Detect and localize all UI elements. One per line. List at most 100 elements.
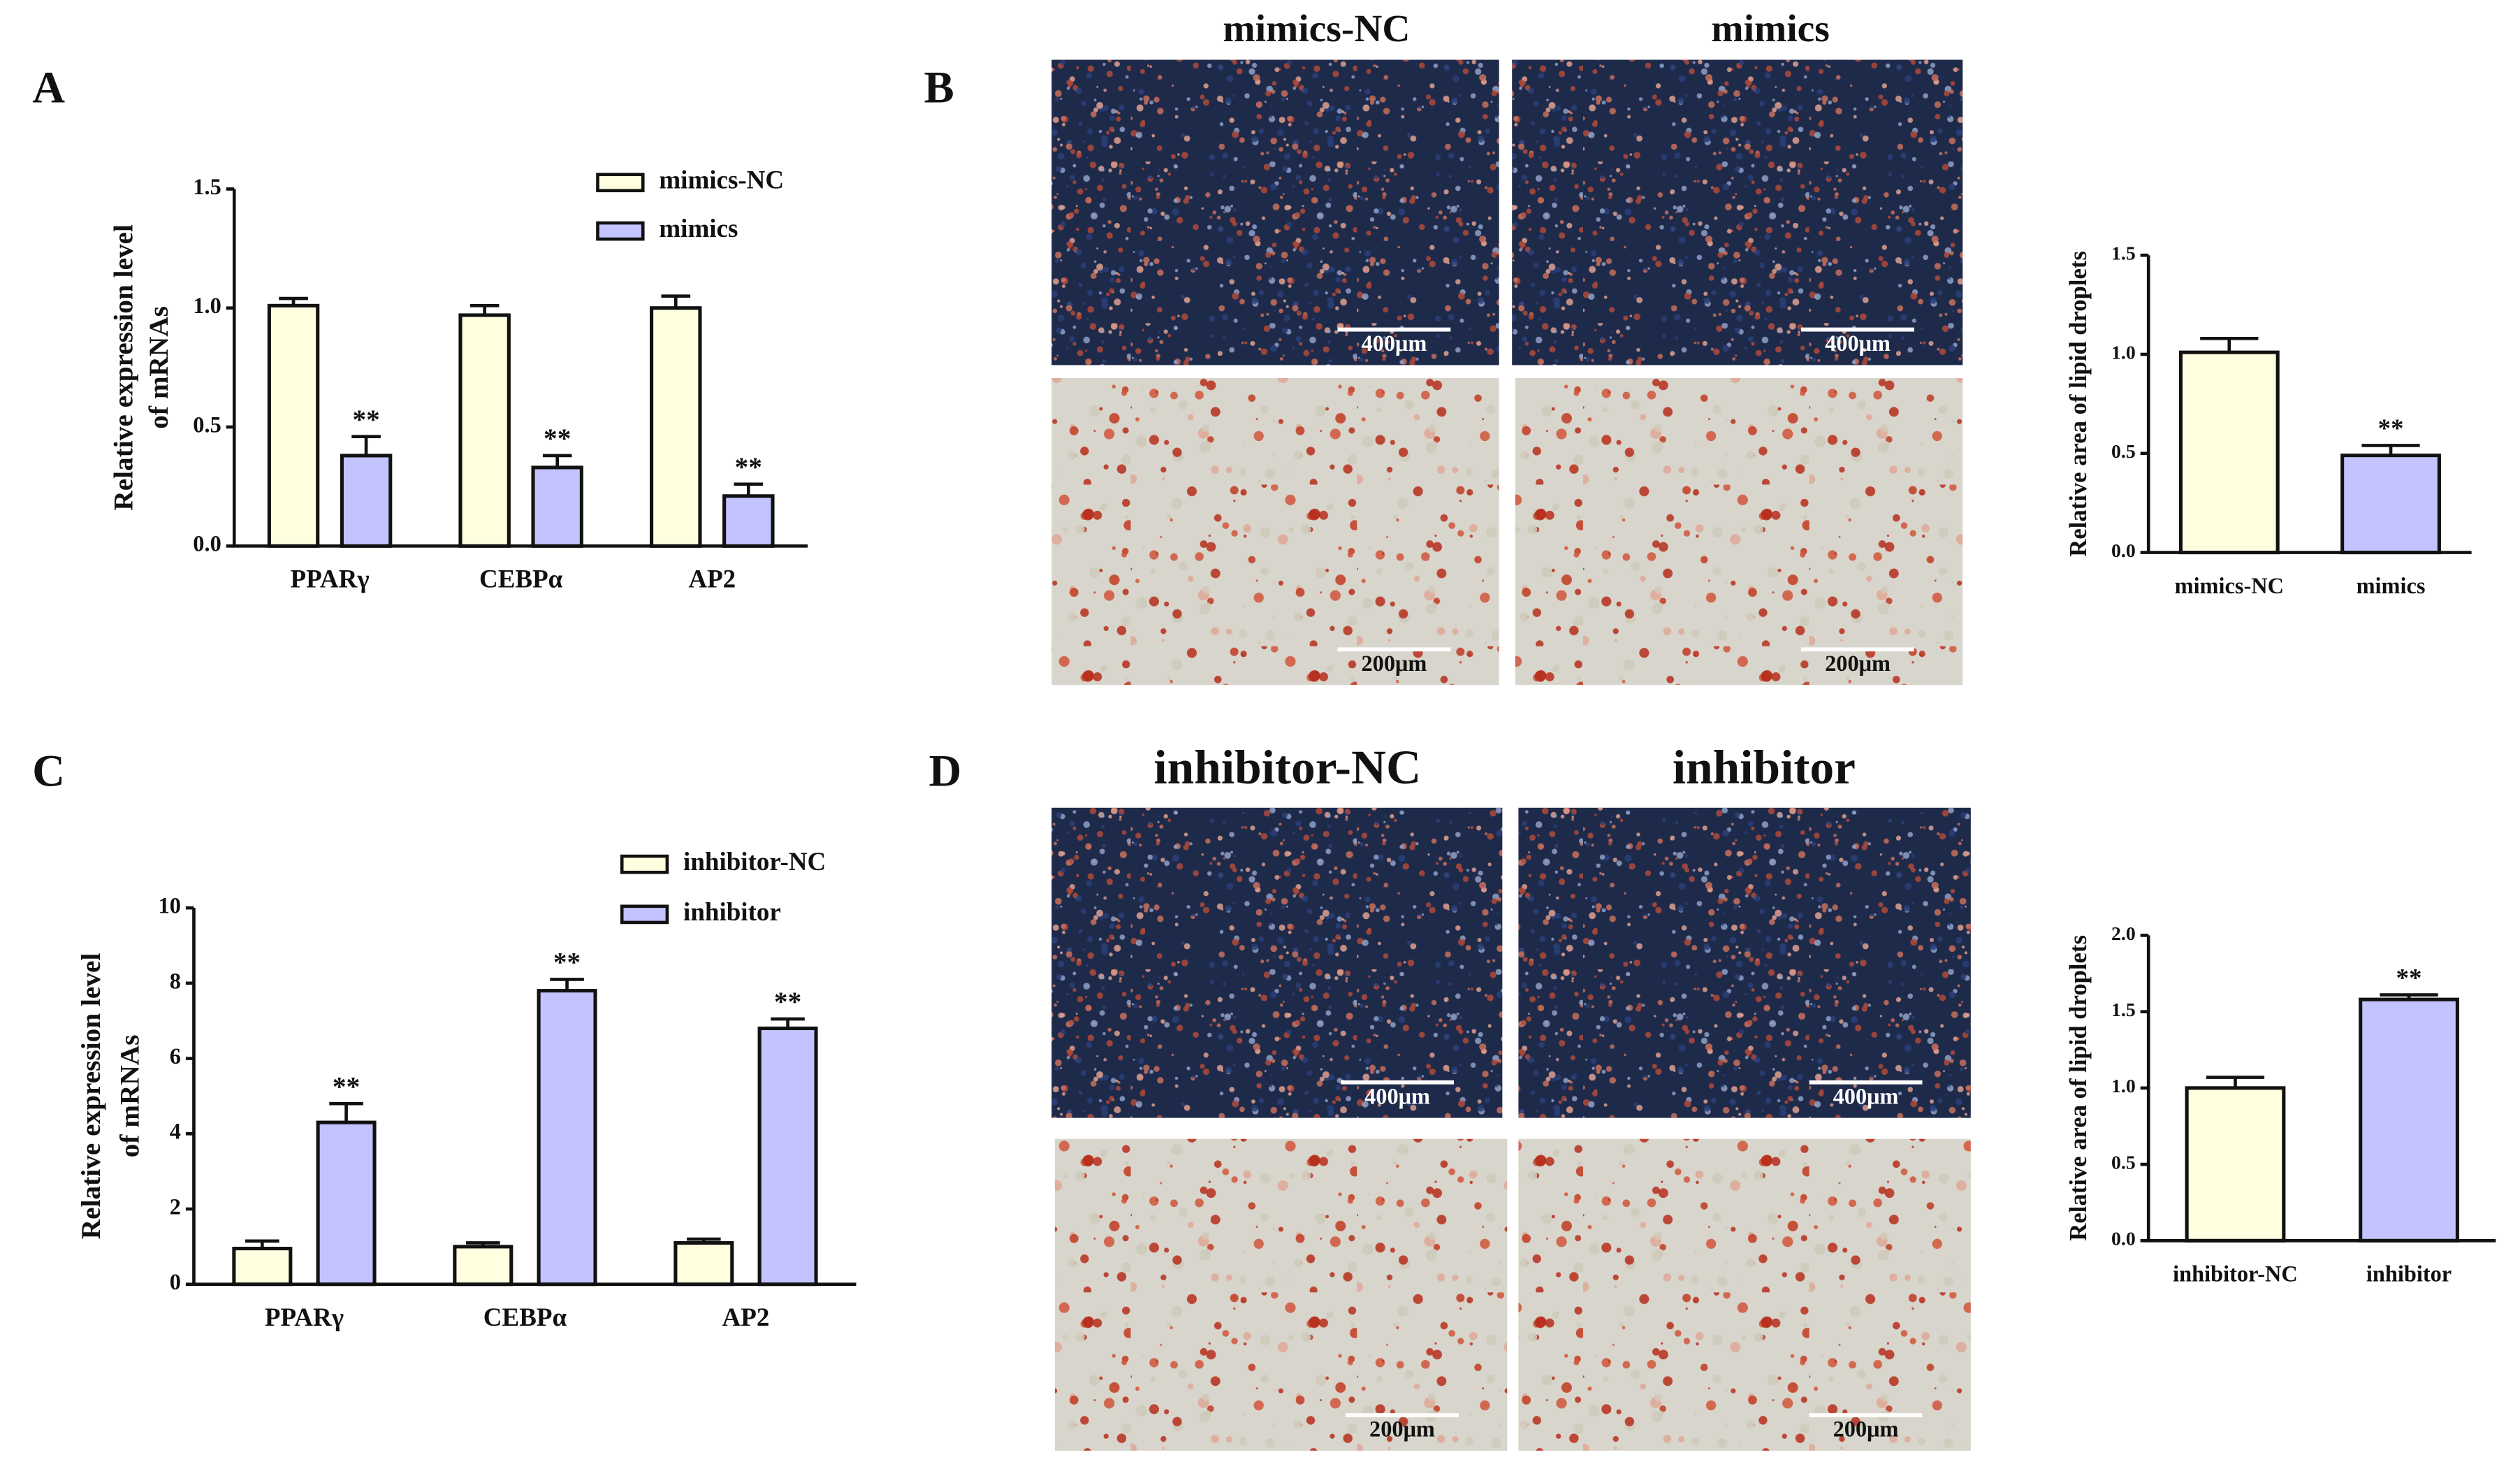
y-tick-label: 0.0	[193, 531, 221, 556]
panel-letter: A	[32, 63, 65, 113]
legend-swatch	[596, 173, 645, 193]
y-tick-label: 0.0	[2111, 1229, 2136, 1250]
bar	[2178, 350, 2280, 555]
bar	[531, 465, 583, 548]
y-tick-label: 1.5	[2111, 999, 2136, 1021]
error-bar	[550, 978, 584, 991]
x-tick-label: AP2	[722, 1303, 770, 1332]
bar	[673, 1240, 734, 1287]
error-bar	[2200, 337, 2259, 353]
x-tick-label: CEBPα	[479, 565, 563, 594]
scale-label: 400μm	[1364, 1083, 1430, 1108]
micrograph-title: inhibitor	[1673, 741, 1856, 795]
significance: **	[2378, 414, 2404, 443]
y-axis-label: Relative area of lipid droplets	[2065, 935, 2092, 1241]
micrograph-title: mimics	[1711, 8, 1829, 50]
y-tick-label: 0.0	[2111, 540, 2136, 562]
micrograph	[1512, 59, 1963, 366]
y-tick-label: 10	[159, 893, 181, 918]
bar	[232, 1247, 293, 1287]
legend-label: mimics-NC	[659, 166, 784, 195]
micrograph	[1515, 377, 1963, 686]
legend-swatch	[620, 854, 669, 874]
error-bar	[279, 296, 308, 306]
micrograph	[1051, 807, 1503, 1118]
significance: **	[333, 1071, 360, 1101]
y-tick-label: 2.0	[2111, 923, 2136, 945]
bar	[453, 1245, 514, 1287]
error-bar	[351, 435, 381, 456]
x-tick-label: PPARγ	[290, 565, 369, 594]
panel-letter: D	[929, 746, 962, 796]
scale-label: 200μm	[1833, 1417, 1899, 1442]
significance: **	[774, 986, 801, 1017]
micrograph	[1051, 59, 1499, 366]
significance: **	[553, 947, 581, 978]
legend-label: mimics	[659, 215, 738, 243]
bar	[267, 303, 320, 548]
y-tick-label: 0.5	[2111, 441, 2136, 463]
y-tick-label: 2	[170, 1194, 181, 1219]
micrograph	[1054, 1138, 1508, 1451]
bar	[537, 989, 597, 1287]
x-tick-label: mimics-NC	[2175, 573, 2284, 598]
bar	[340, 454, 393, 548]
bar	[316, 1120, 377, 1287]
micrograph	[1051, 377, 1499, 686]
scale-label: 200μm	[1369, 1417, 1435, 1442]
legend-label: inhibitor	[683, 898, 781, 927]
bar	[458, 313, 511, 548]
error-bar	[2361, 444, 2420, 456]
bar	[650, 306, 702, 548]
y-axis-label: Relative area of lipid droplets	[2065, 251, 2092, 557]
legend-swatch	[596, 221, 645, 241]
error-bar	[542, 454, 572, 468]
y-tick-label: 1.5	[193, 174, 221, 199]
bar	[757, 1026, 818, 1287]
micrograph-title: inhibitor-NC	[1153, 741, 1421, 795]
y-axis-label: Relative expression level	[75, 953, 106, 1240]
error-bar	[469, 304, 500, 315]
micrograph-title: mimics-NC	[1223, 8, 1410, 50]
significance: **	[735, 451, 762, 482]
x-tick-label: inhibitor	[2366, 1261, 2452, 1287]
error-bar	[661, 294, 691, 308]
legend-swatch	[620, 904, 669, 925]
bar	[2185, 1086, 2286, 1243]
error-bar	[771, 1017, 805, 1029]
y-tick-label: 8	[170, 968, 181, 993]
y-tick-label: 6	[170, 1043, 181, 1069]
micrograph	[1518, 807, 1971, 1118]
scale-label: 400μm	[1825, 331, 1891, 356]
x-tick-label: inhibitor-NC	[2173, 1261, 2298, 1287]
error-bar	[2206, 1076, 2265, 1088]
x-tick-label: AP2	[688, 565, 736, 594]
significance: **	[2396, 964, 2422, 992]
error-bar	[466, 1241, 500, 1247]
error-bar	[329, 1101, 363, 1123]
error-bar	[2380, 993, 2438, 1000]
scale-label: 400μm	[1833, 1083, 1899, 1108]
y-tick-label: 1.0	[193, 293, 221, 318]
y-tick-label: 4	[170, 1119, 181, 1144]
y-tick-label: 1.5	[2111, 243, 2136, 265]
scale-label: 200μm	[1825, 651, 1891, 676]
y-axis-label: of mRNAs	[115, 1035, 145, 1158]
x-tick-label: PPARγ	[265, 1303, 344, 1332]
error-bar	[734, 482, 764, 496]
significance: **	[352, 404, 379, 435]
micrograph	[1518, 1138, 1971, 1451]
error-bar	[245, 1239, 279, 1249]
y-tick-label: 1.0	[2111, 1076, 2136, 1097]
bar	[2340, 454, 2441, 555]
x-tick-label: mimics	[2357, 573, 2426, 598]
scale-label: 400μm	[1361, 331, 1427, 356]
error-bar	[687, 1237, 721, 1243]
y-tick-label: 0	[170, 1269, 181, 1294]
legend-label: inhibitor-NC	[683, 848, 826, 876]
y-tick-label: 1.0	[2111, 342, 2136, 363]
y-axis-label: of mRNAs	[143, 306, 174, 429]
scale-label: 200μm	[1361, 651, 1427, 676]
